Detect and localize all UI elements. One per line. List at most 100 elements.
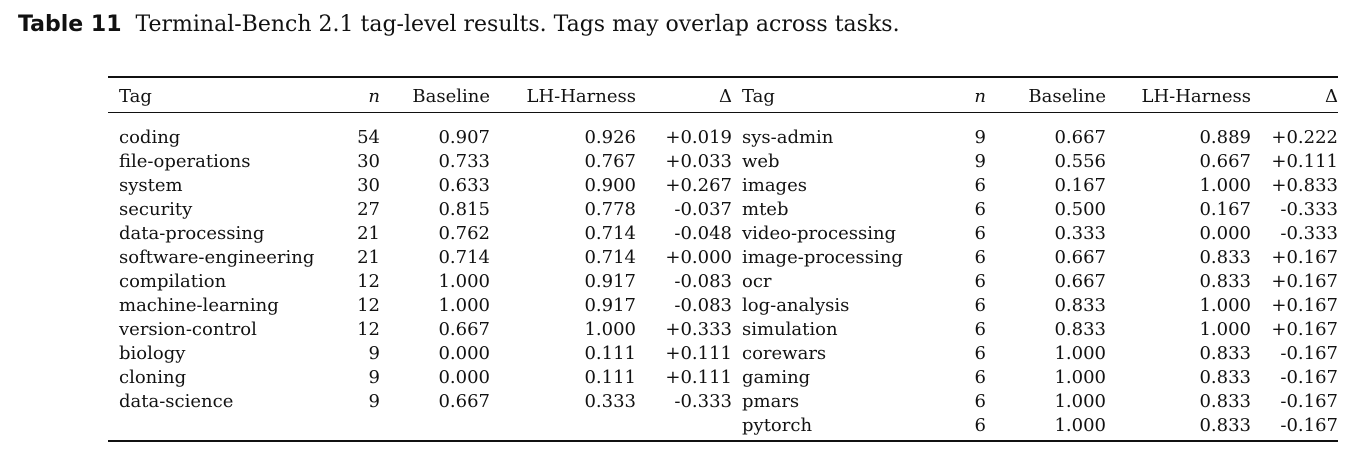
left-delta-cell: +0.019 (665, 127, 732, 148)
left-tag-cell: cloning (119, 367, 187, 388)
left-lh-harness-cell: 0.917 (584, 295, 636, 316)
table-row: data-processing 21 0.762 0.714 -0.048 video-p… (108, 222, 1338, 246)
right-tag-cell: mteb (742, 199, 789, 220)
right-tag-cell: corewars (742, 343, 827, 364)
table-bottom-rule (108, 440, 1338, 442)
right-tag-cell: gaming (742, 367, 811, 388)
left-n-cell: 9 (368, 391, 380, 412)
right-tag-cell: log-analysis (742, 295, 850, 316)
left-lh-harness-cell: 0.900 (584, 175, 636, 196)
left-baseline-cell: 0.762 (438, 223, 490, 244)
table-row: biology 9 0.000 0.111 +0.111 corewars 6 1.000 0.… (108, 342, 1338, 366)
header-tag-left: Tag (119, 86, 152, 107)
left-tag-cell: system (119, 175, 183, 196)
right-lh-harness-cell: 0.000 (1199, 223, 1251, 244)
right-lh-harness-cell: 0.833 (1199, 415, 1251, 436)
left-delta-cell: +0.000 (665, 247, 732, 268)
right-baseline-cell: 0.833 (1054, 295, 1106, 316)
table-row: file-operations 30 0.733 0.767 +0.033 web 9 0.5… (108, 150, 1338, 174)
header-delta-right: Δ (1325, 86, 1338, 107)
right-tag-cell: video-processing (742, 223, 897, 244)
left-n-cell: 9 (368, 343, 380, 364)
table-row: data-science 9 0.667 0.333 -0.333 pmars 6 1.000… (108, 390, 1338, 414)
right-n-cell: 6 (974, 415, 986, 436)
right-baseline-cell: 0.500 (1054, 199, 1106, 220)
left-baseline-cell: 0.733 (438, 151, 490, 172)
right-lh-harness-cell: 0.833 (1199, 247, 1251, 268)
right-lh-harness-cell: 0.167 (1199, 199, 1251, 220)
left-lh-harness-cell: 1.000 (584, 319, 636, 340)
table-row: software-engineering 21 0.714 0.714 +0.000 im… (108, 246, 1338, 270)
header-delta-left: Δ (719, 86, 732, 107)
left-tag-cell: compilation (119, 271, 227, 292)
left-n-cell: 27 (357, 199, 380, 220)
right-tag-cell: ocr (742, 271, 772, 292)
right-n-cell: 6 (974, 343, 986, 364)
left-tag-cell: biology (119, 343, 186, 364)
left-tag-cell: coding (119, 127, 181, 148)
header-lh-harness-right: LH-Harness (1141, 86, 1252, 107)
right-baseline-cell: 0.556 (1054, 151, 1106, 172)
right-n-cell: 6 (974, 319, 986, 340)
left-n-cell: 21 (357, 223, 380, 244)
right-tag-cell: pytorch (742, 415, 813, 436)
right-delta-cell: -0.333 (1280, 199, 1338, 220)
right-lh-harness-cell: 0.833 (1199, 391, 1251, 412)
left-baseline-cell: 0.907 (438, 127, 490, 148)
right-n-cell: 6 (974, 199, 986, 220)
left-lh-harness-cell (490, 414, 636, 438)
left-n-cell: 30 (357, 175, 380, 196)
left-delta-cell: -0.037 (674, 199, 732, 220)
right-lh-harness-cell: 0.833 (1199, 271, 1251, 292)
left-baseline-cell: 0.633 (438, 175, 490, 196)
left-lh-harness-cell: 0.714 (584, 223, 636, 244)
right-baseline-cell: 0.667 (1054, 127, 1106, 148)
left-tag-cell: data-science (119, 391, 234, 412)
right-n-cell: 6 (974, 175, 986, 196)
table-row: cloning 9 0.000 0.111 +0.111 gaming 6 1.000 0.83… (108, 366, 1338, 390)
left-tag-cell (108, 414, 338, 438)
left-delta-cell: +0.033 (665, 151, 732, 172)
table-row: machine-learning 12 1.000 0.917 -0.083 log-an… (108, 294, 1338, 318)
left-baseline-cell: 0.815 (438, 199, 490, 220)
right-tag-cell: sys-admin (742, 127, 834, 148)
right-lh-harness-cell: 1.000 (1199, 175, 1251, 196)
left-baseline-cell: 0.000 (438, 343, 490, 364)
right-delta-cell: -0.333 (1280, 223, 1338, 244)
right-n-cell: 6 (974, 391, 986, 412)
right-delta-cell: +0.167 (1271, 319, 1338, 340)
right-baseline-cell: 0.333 (1054, 223, 1106, 244)
right-lh-harness-cell: 0.889 (1199, 127, 1251, 148)
left-delta-cell: -0.083 (674, 271, 732, 292)
right-lh-harness-cell: 1.000 (1199, 295, 1251, 316)
table-mid-rule (108, 112, 1338, 113)
header-n-left: n (368, 86, 380, 107)
left-tag-cell: security (119, 199, 193, 220)
left-lh-harness-cell: 0.714 (584, 247, 636, 268)
header-baseline-left: Baseline (412, 86, 490, 107)
header-tag-right: Tag (742, 86, 775, 107)
left-baseline-cell: 1.000 (438, 295, 490, 316)
left-n-cell: 12 (357, 271, 380, 292)
left-delta-cell: -0.048 (674, 223, 732, 244)
left-lh-harness-cell: 0.111 (584, 367, 636, 388)
right-baseline-cell: 1.000 (1054, 367, 1106, 388)
left-baseline-cell: 1.000 (438, 271, 490, 292)
right-tag-cell: pmars (742, 391, 800, 412)
right-baseline-cell: 0.833 (1054, 319, 1106, 340)
left-tag-cell: version-control (119, 319, 257, 340)
left-baseline-cell: 0.714 (438, 247, 490, 268)
left-n-cell: 54 (357, 127, 380, 148)
right-delta-cell: +0.222 (1271, 127, 1338, 148)
caption-text: Terminal-Bench 2.1 tag-level results. Ta… (135, 12, 900, 37)
left-delta-cell: +0.111 (665, 343, 732, 364)
left-baseline-cell: 0.000 (438, 367, 490, 388)
right-n-cell: 6 (974, 223, 986, 244)
caption-label: Table 11 (18, 12, 122, 37)
table-row: coding 54 0.907 0.926 +0.019 sys-admin 9 0.667 0… (108, 126, 1338, 150)
right-baseline-cell: 1.000 (1054, 415, 1106, 436)
right-lh-harness-cell: 1.000 (1199, 319, 1251, 340)
left-lh-harness-cell: 0.917 (584, 271, 636, 292)
right-baseline-cell: 0.667 (1054, 247, 1106, 268)
table-header: Tag n Baseline LH-Harness Δ Tag n Baseli… (108, 85, 1338, 109)
